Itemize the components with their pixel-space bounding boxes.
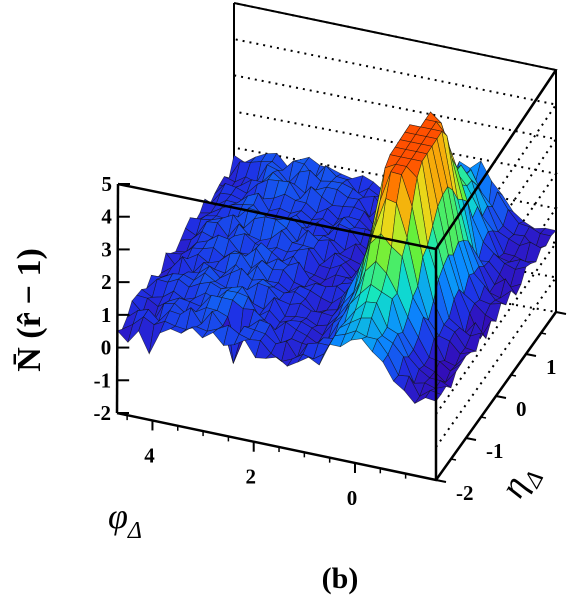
z-tick-label-0: 5 [102,172,113,196]
y-minor-tick [540,332,547,335]
figure-caption: (b) [322,562,359,595]
y-minor-tick [510,374,517,377]
z-axis-line [115,183,120,414]
y-minor-tick [450,458,457,461]
y-axis-label: ηΔ [492,457,549,508]
y-tick-label-3: -1 [486,439,504,463]
z-tick-label-2: 3 [101,237,112,261]
surface-mesh [116,111,557,404]
y-minor-tick [465,437,472,440]
y-minor-tick [480,416,487,419]
y-minor-tick [495,395,502,398]
y-minor-tick [555,311,562,314]
front-edge-top [117,182,437,251]
z-axis-label: N̄ (r̂ − 1) [11,248,48,372]
z-tick-label-7: -2 [94,401,112,425]
z-tick-label-6: -1 [94,368,112,392]
y-tick-label-1: 1 [546,355,557,379]
x-axis-label: φΔ [108,496,142,544]
z-tick-label-1: 4 [101,205,112,229]
y-minor-tick [525,353,532,356]
x-axis-subscript: Δ [127,518,142,544]
x-tick-label-0: 4 [144,443,155,467]
y-tick-label-4: -2 [456,481,474,505]
z-tick-label-3: 2 [101,270,112,294]
axis-labels: N̄ (r̂ − 1) φΔ ηΔ (b) [11,248,549,595]
x-axis-symbol: φ [108,496,128,536]
z-tick-label-5: 0 [101,336,112,360]
y-tick-label-2: 0 [516,397,527,421]
x-tick-label-1: 2 [245,465,256,489]
x-tick-label-2: 0 [347,486,358,510]
z-tick-label-4: 1 [101,303,112,327]
front-edge-right-top [434,69,558,250]
y-minor-tick [435,479,442,482]
